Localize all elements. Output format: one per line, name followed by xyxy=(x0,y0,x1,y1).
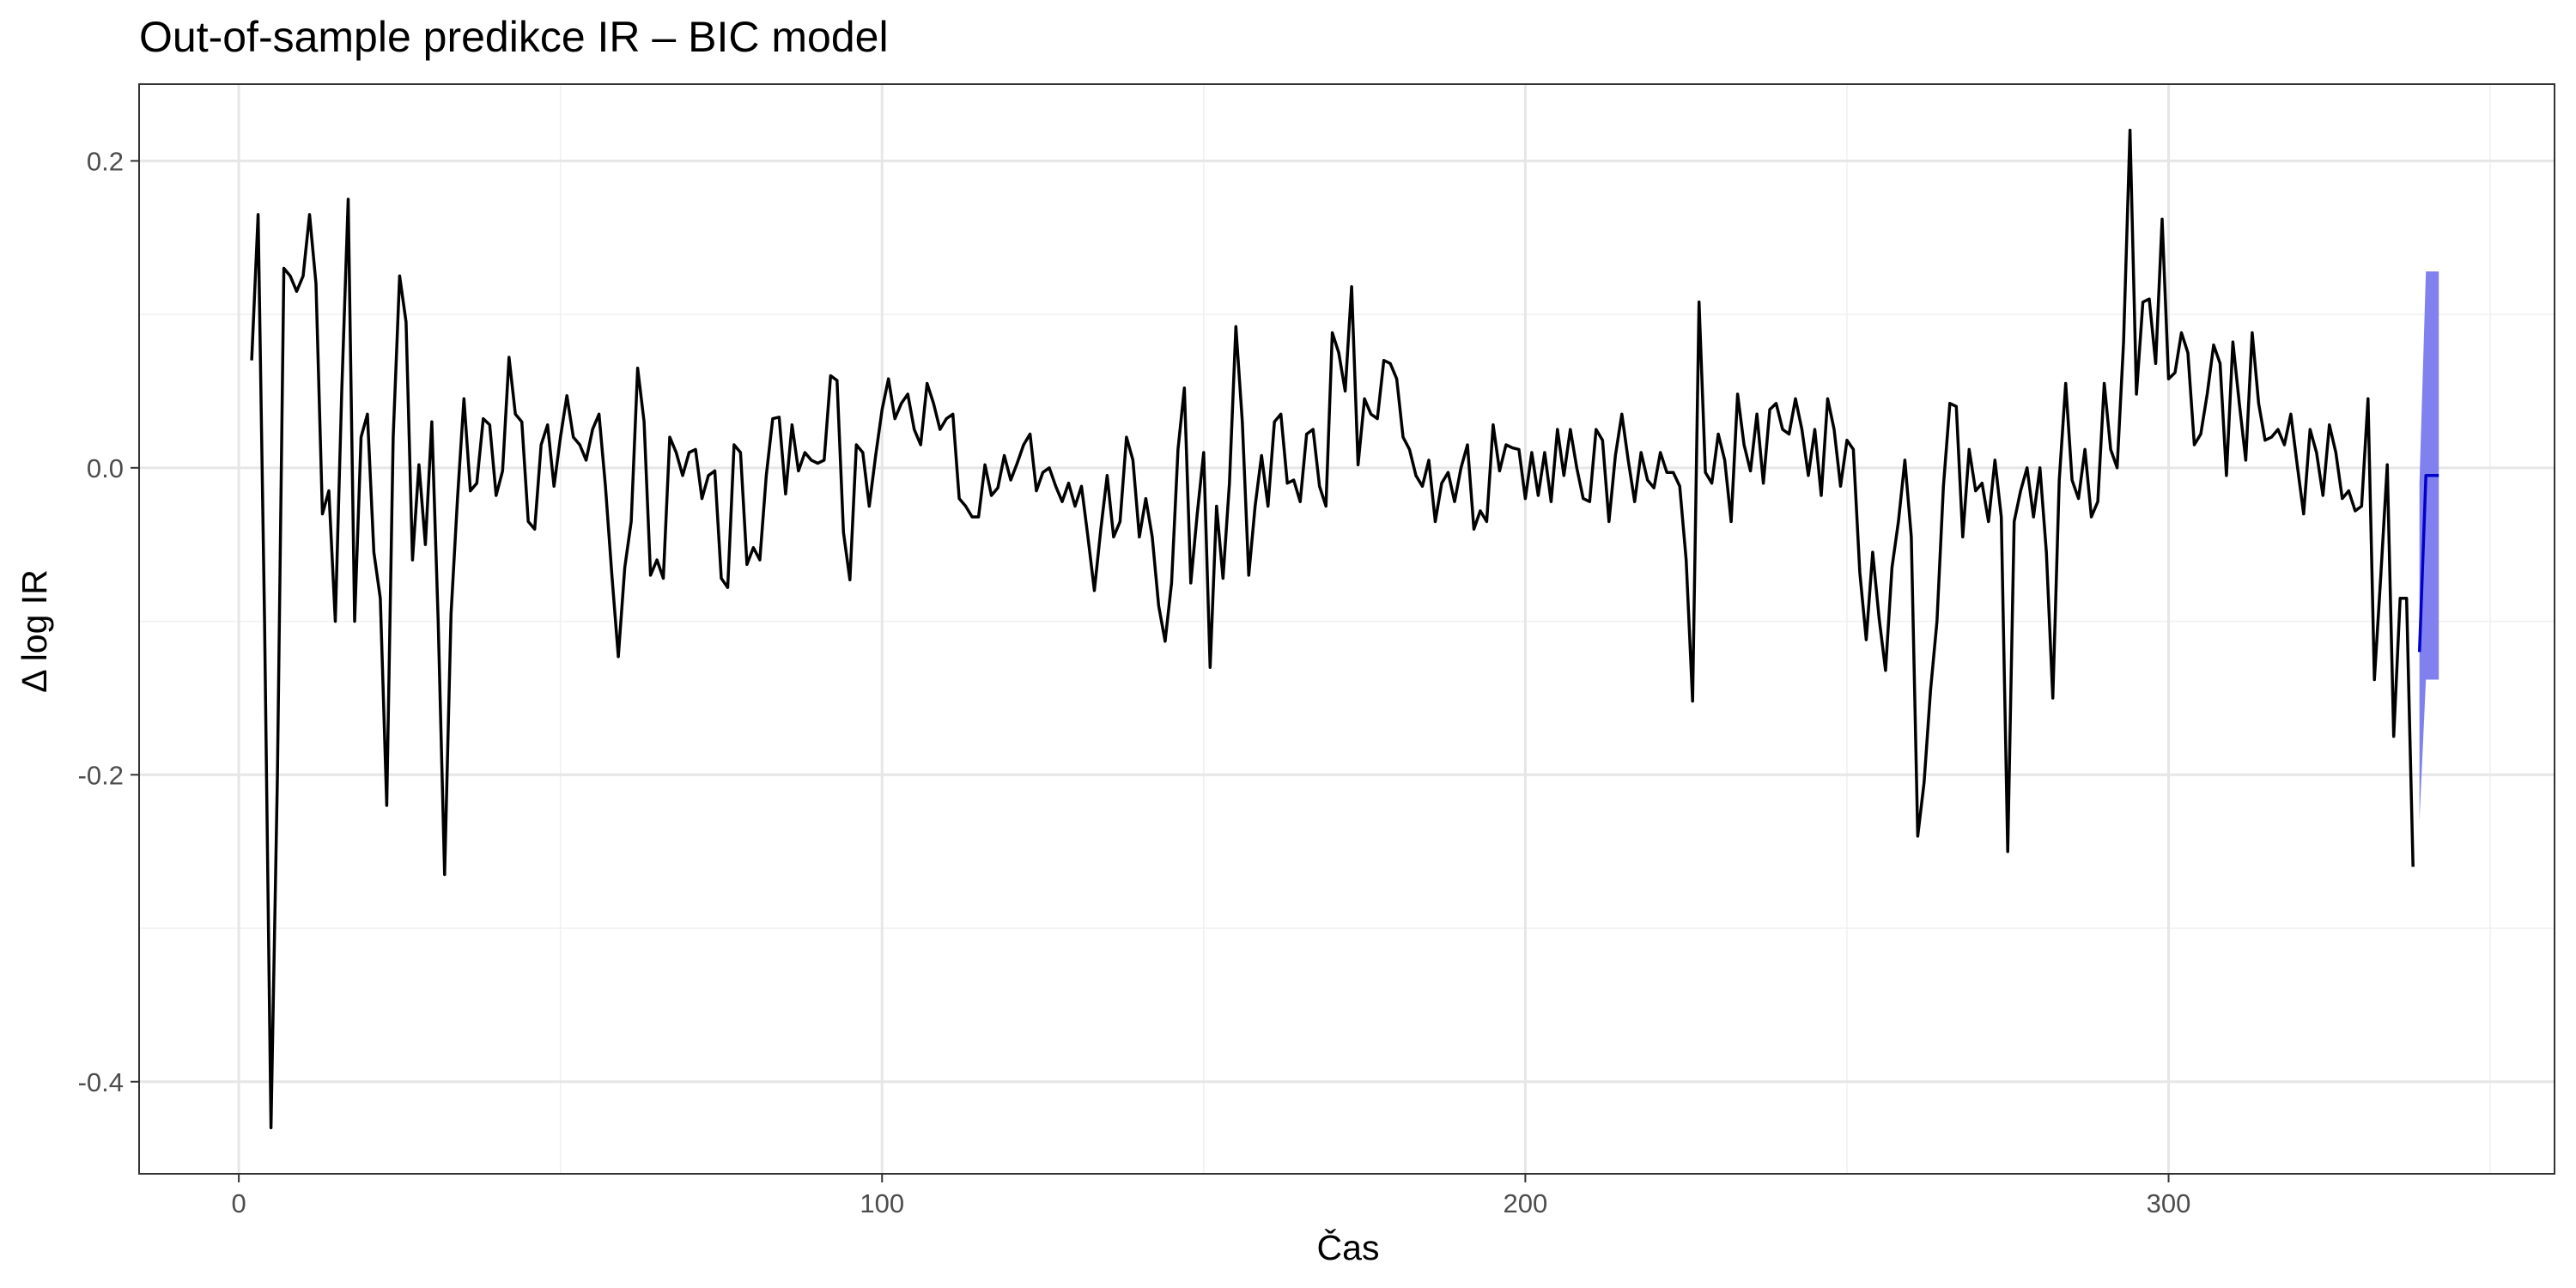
plot-area xyxy=(138,83,2555,1175)
series-layer xyxy=(250,128,2439,1130)
prediction-interval-layer xyxy=(2419,271,2439,821)
series-line-observed xyxy=(250,128,2415,1130)
grid-minor xyxy=(139,84,2555,1174)
x-tick-label: 100 xyxy=(860,1188,904,1218)
y-axis: 0.2 0.0 -0.2 -0.4 xyxy=(78,146,139,1097)
prediction-interval-band xyxy=(2419,271,2439,821)
x-axis: 0 100 200 300 xyxy=(231,1174,2190,1218)
x-axis-label: Čas xyxy=(1317,1228,1380,1267)
panel-border xyxy=(138,83,2555,1175)
grid-major xyxy=(139,84,2555,1174)
y-tick-label: -0.4 xyxy=(78,1067,124,1097)
y-tick-label: 0.0 xyxy=(87,453,124,483)
chart-title: Out-of-sample predikce IR – BIC model xyxy=(139,13,889,61)
y-axis-label: Δ log IR xyxy=(15,569,54,693)
x-tick-label: 200 xyxy=(1504,1188,1548,1218)
x-tick-label: 0 xyxy=(231,1188,246,1218)
y-tick-label: -0.2 xyxy=(78,760,124,790)
series-line-forecast xyxy=(2417,474,2439,653)
y-tick-label: 0.2 xyxy=(87,146,124,176)
x-tick-label: 300 xyxy=(2147,1188,2191,1218)
